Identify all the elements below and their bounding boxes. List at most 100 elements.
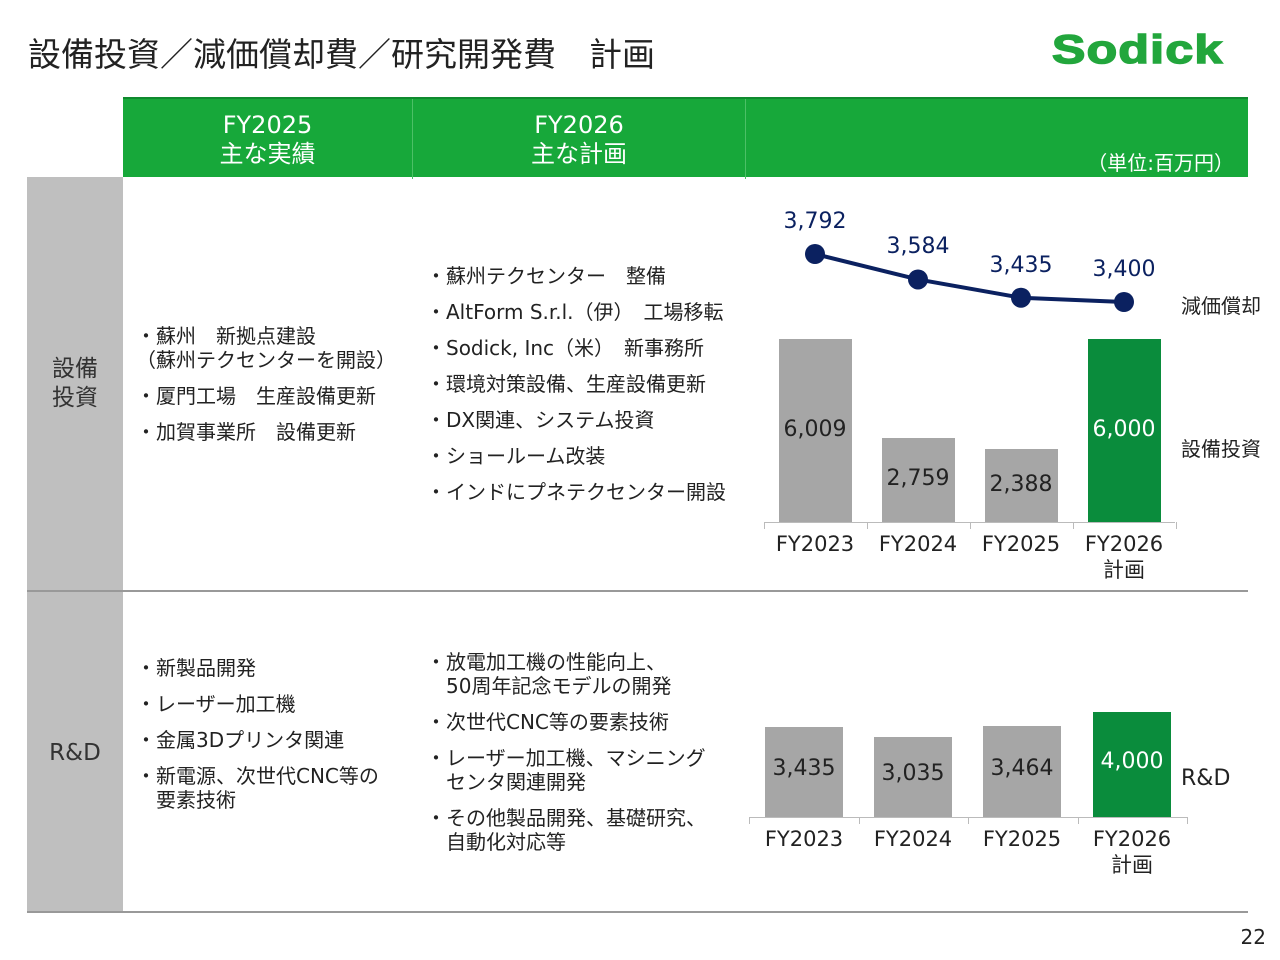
- x-tick-label-line: FY2023: [775, 532, 855, 556]
- x-tick-label: FY2026 計画: [1077, 826, 1187, 878]
- x-tick-label-line: FY2026: [1092, 827, 1172, 851]
- x-tick-label-line: 計画: [1111, 853, 1153, 877]
- header-fy2026-sub: 主な計画: [531, 140, 627, 168]
- row-label-rnd: R&D: [49, 740, 101, 766]
- x-axis-tick: [1073, 522, 1074, 529]
- x-tick-label-line: FY2026: [1084, 532, 1164, 556]
- x-tick-label: FY2023: [749, 826, 859, 852]
- header-fy2025-sub: 主な実績: [219, 140, 316, 168]
- list-item: ・新電源、次世代CNC等の: [136, 764, 379, 788]
- list-item: ・レーザー加工機、マシニング: [426, 746, 706, 770]
- list-item: ・インドにプネテクセンター開設: [426, 480, 726, 504]
- list-item: ・金属3Dプリンタ関連: [136, 728, 345, 752]
- x-tick-label-line: FY2024: [873, 827, 953, 851]
- list-item: （蘇州テクセンターを開設）: [136, 348, 396, 372]
- x-tick-label: FY2025: [967, 826, 1077, 852]
- rnd-fy2025-list: ・新製品開発 ・レーザー加工機 ・金属3Dプリンタ関連 ・新電源、次世代CNC等…: [136, 656, 379, 824]
- row-label-capex: 設備 投資: [27, 355, 123, 413]
- page-number: 22: [1240, 925, 1266, 949]
- bar: [778, 339, 852, 522]
- x-axis-tick: [1176, 522, 1177, 529]
- bar-value-label: 3,435: [772, 755, 836, 781]
- sodick-logo: Sodick: [1051, 27, 1224, 73]
- bar-value-label: 6,009: [783, 416, 847, 442]
- bar: [874, 737, 952, 817]
- unit-label: （単位:百万円）: [1087, 151, 1234, 175]
- x-tick-label: FY2024: [858, 826, 968, 852]
- list-item: ・蘇州 新拠点建設: [136, 324, 316, 348]
- x-tick-label: FY2023: [760, 531, 870, 557]
- list-item: センタ関連開発: [426, 770, 586, 794]
- x-tick-label: FY2025: [966, 531, 1076, 557]
- series-label-capex: 設備投資: [1181, 437, 1261, 461]
- bar-value-label: 3,464: [990, 755, 1054, 781]
- header-fy2025: FY2025 主な実績: [123, 99, 413, 179]
- row-label-capex-2: 投資: [52, 385, 98, 411]
- bar: [983, 726, 1061, 817]
- depreciation-value-label: 3,792: [783, 209, 847, 234]
- list-item: 自動化対応等: [426, 830, 566, 854]
- capex-fy2025-list: ・蘇州 新拠点建設 （蘇州テクセンターを開設） ・厦門工場 生産設備更新 ・加賀…: [136, 324, 396, 456]
- depreciation-point: [1011, 287, 1031, 308]
- list-item: 50周年記念モデルの開発: [426, 674, 672, 698]
- x-tick-label-line: FY2024: [878, 532, 958, 556]
- page-title: 設備投資／減価償却費／研究開発費 計画: [28, 35, 655, 74]
- series-label-depreciation: 減価償却: [1181, 294, 1261, 318]
- list-item: ・厦門工場 生産設備更新: [136, 384, 376, 408]
- list-item: ・次世代CNC等の要素技術: [426, 710, 669, 734]
- list-item: 要素技術: [136, 788, 236, 812]
- list-item: ・Sodick, Inc（米） 新事務所: [426, 336, 705, 360]
- x-tick-label-line: 計画: [1103, 558, 1145, 582]
- list-item: ・DX関連、システム投資: [426, 408, 655, 432]
- x-tick-label-line: FY2023: [764, 827, 844, 851]
- x-axis: [764, 522, 1175, 523]
- series-label-rnd: R&D: [1181, 766, 1231, 791]
- list-item: ・加賀事業所 設備更新: [136, 420, 356, 444]
- capex-fy2026-list: ・蘇州テクセンター 整備 ・AltForm S.r.l.（伊） 工場移転 ・So…: [426, 264, 726, 516]
- x-tick-label-line: FY2025: [981, 532, 1061, 556]
- header-fy2026: FY2026 主な計画: [413, 99, 746, 179]
- x-tick-label-line: FY2025: [982, 827, 1062, 851]
- depreciation-point: [1114, 292, 1134, 312]
- bar: [1093, 712, 1171, 817]
- depreciation-value-label: 3,584: [886, 234, 950, 260]
- x-axis-tick: [1187, 817, 1188, 824]
- table-header: FY2025 主な実績 FY2026 主な計画 （単位:百万円）: [123, 97, 1248, 179]
- row-label-capex-1: 設備: [52, 356, 98, 382]
- bar-value-label: 2,388: [989, 471, 1053, 497]
- row-label-column: 設備 投資 R&D: [27, 177, 123, 912]
- bar-value-label: 3,035: [881, 761, 945, 787]
- x-axis-tick: [867, 522, 868, 529]
- x-axis-tick: [1077, 817, 1079, 824]
- bar: [1087, 339, 1161, 522]
- depreciation-point: [805, 244, 825, 264]
- row-divider: [27, 590, 1248, 592]
- x-axis-tick: [764, 522, 765, 529]
- list-item: ・レーザー加工機: [136, 692, 296, 716]
- header-fy2026-year: FY2026: [534, 111, 624, 139]
- rnd-fy2026-list: ・放電加工機の性能向上、 50周年記念モデルの開発 ・次世代CNC等の要素技術 …: [426, 650, 706, 866]
- table-bottom-line: [27, 911, 1248, 913]
- bar: [765, 726, 843, 817]
- bar: [881, 437, 955, 522]
- list-item: ・環境対策設備、生産設備更新: [426, 372, 706, 396]
- list-item: ・放電加工機の性能向上、: [426, 650, 666, 674]
- list-item: ・ショールーム改装: [426, 444, 606, 468]
- bar-value-label: 2,759: [886, 465, 950, 491]
- x-axis-tick: [968, 817, 969, 824]
- x-axis-tick: [858, 817, 860, 824]
- list-item: ・新製品開発: [136, 656, 256, 680]
- bar: [984, 449, 1058, 522]
- bar-value-label: 6,000: [1092, 416, 1156, 442]
- header-fy2025-year: FY2025: [222, 111, 313, 139]
- list-item: ・蘇州テクセンター 整備: [426, 264, 666, 288]
- list-item: ・AltForm S.r.l.（伊） 工場移転: [426, 300, 724, 324]
- list-item: ・その他製品開発、基礎研究、: [426, 806, 706, 830]
- x-axis-tick: [749, 817, 750, 824]
- depreciation-value-label: 3,435: [989, 252, 1053, 278]
- x-tick-label: FY2026 計画: [1069, 531, 1179, 583]
- depreciation-value-label: 3,400: [1092, 257, 1156, 282]
- x-axis-tick: [970, 522, 971, 529]
- bar-value-label: 4,000: [1100, 748, 1164, 774]
- depreciation-point: [908, 269, 928, 290]
